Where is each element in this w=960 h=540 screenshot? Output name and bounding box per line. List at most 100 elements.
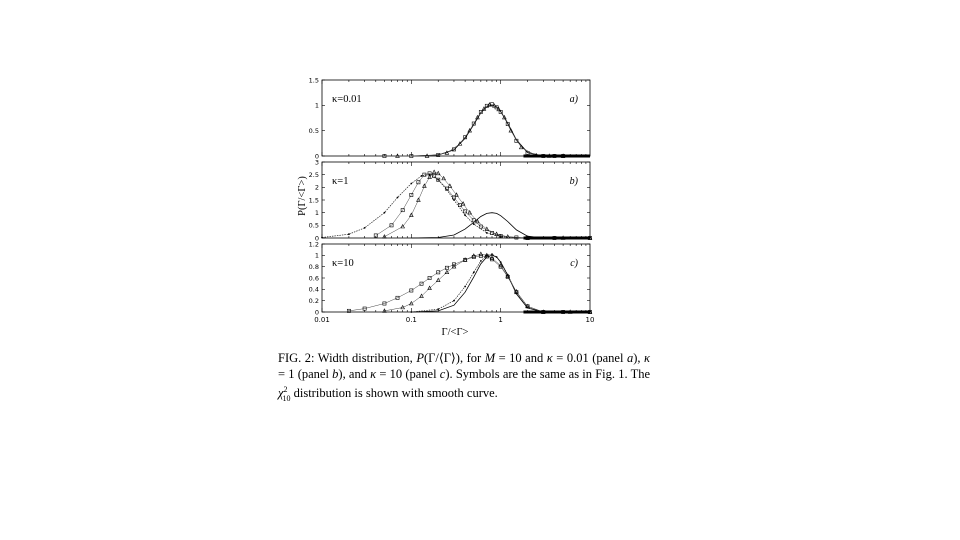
data-point [479,260,482,262]
data-point [427,276,432,280]
series-1 [382,102,566,158]
data-point [478,251,484,256]
series-3 [410,253,591,313]
data-point [435,277,441,282]
data-point [472,271,475,274]
data-point [444,186,449,191]
data-point [463,135,468,140]
data-point [462,257,468,262]
data-point [489,255,495,260]
data-point [472,223,475,225]
series-2 [382,251,593,314]
x-tick-label: 10 [586,316,595,324]
data-point [452,195,456,200]
data-point [471,253,477,258]
chi-square-curve [411,254,564,313]
data-point [427,285,432,290]
chi-square-curve [411,104,564,157]
y-tick-label: 0.5 [309,127,319,135]
data-point [505,122,510,126]
data-point [362,306,367,311]
data-point [457,141,463,146]
series-3 [382,169,593,240]
y-tick-label: 0 [315,308,319,316]
data-point [420,175,423,177]
data-point [435,170,441,176]
data-point [464,214,467,217]
data-point [518,144,524,150]
data-point [475,218,480,224]
x-tick-label: 1 [498,316,502,324]
data-point [400,223,405,229]
data-point [490,231,494,235]
series-1 [321,173,591,239]
y-tick-label: 1 [315,252,319,260]
x-axis-title: Γ/<Γ> [442,327,469,338]
data-point [416,197,421,202]
y-tick-label: 1 [315,209,319,217]
data-point [395,153,400,158]
y-tick-label: 1 [315,102,319,110]
series-line [411,253,590,313]
data-point [419,281,424,286]
data-point [346,308,351,313]
y-tick-label: 1.5 [309,76,319,84]
data-point [383,211,386,214]
data-point [487,102,492,107]
y-tick-label: 2 [315,184,319,192]
y-tick-label: 3 [315,158,319,166]
data-point [464,285,467,288]
data-point [481,106,487,111]
data-point [422,183,427,188]
data-point [347,233,350,236]
plot-frame [321,243,591,313]
data-point [410,182,413,185]
series-connector [375,173,590,239]
y-tick-label: 0.4 [309,286,319,294]
data-point [363,226,366,229]
data-point [382,308,387,313]
data-point [502,114,507,120]
series-connector [384,253,590,313]
panel-label: b) [570,176,579,187]
data-point [436,153,441,157]
x-tick-label: 0.01 [314,316,330,324]
data-point [506,273,509,276]
data-point [485,232,488,234]
chi-square-curve [411,212,564,239]
data-point [447,183,453,188]
y-tick-label: 1.2 [309,240,319,248]
chart-panel-3: 0 0.2 0.4 0.6 0.8 1 1.2 0.01 0.1 1 10 κ=10 c) [309,240,595,324]
data-point [478,110,483,114]
data-point [427,174,432,179]
data-point [454,192,459,197]
kappa-annotation: κ=0.01 [332,94,362,105]
chart-panel-2: 0 0.5 1 1.5 2 2.5 3 κ=1 b) [309,158,593,242]
data-point [409,212,414,217]
panel-label: a) [570,94,579,105]
data-point [498,234,503,238]
data-point [463,209,468,214]
data-point [453,299,455,302]
data-point [436,270,441,275]
data-point [478,224,483,229]
data-point [389,223,394,228]
data-point [409,288,414,293]
data-point [416,180,421,185]
data-point [410,311,413,313]
data-point [471,121,476,126]
series-2 [373,171,592,240]
data-point [424,153,430,158]
data-point [395,295,400,300]
data-point [444,269,450,275]
y-axis-title: P(Γ/<Γ>) [297,176,308,216]
data-point [496,106,501,112]
data-point [498,110,503,114]
y-tick-label: 1.5 [309,196,319,204]
data-point [321,236,323,239]
data-point [515,292,518,295]
data-point [494,231,499,236]
data-point [419,293,424,298]
panel-label: c) [570,258,578,269]
